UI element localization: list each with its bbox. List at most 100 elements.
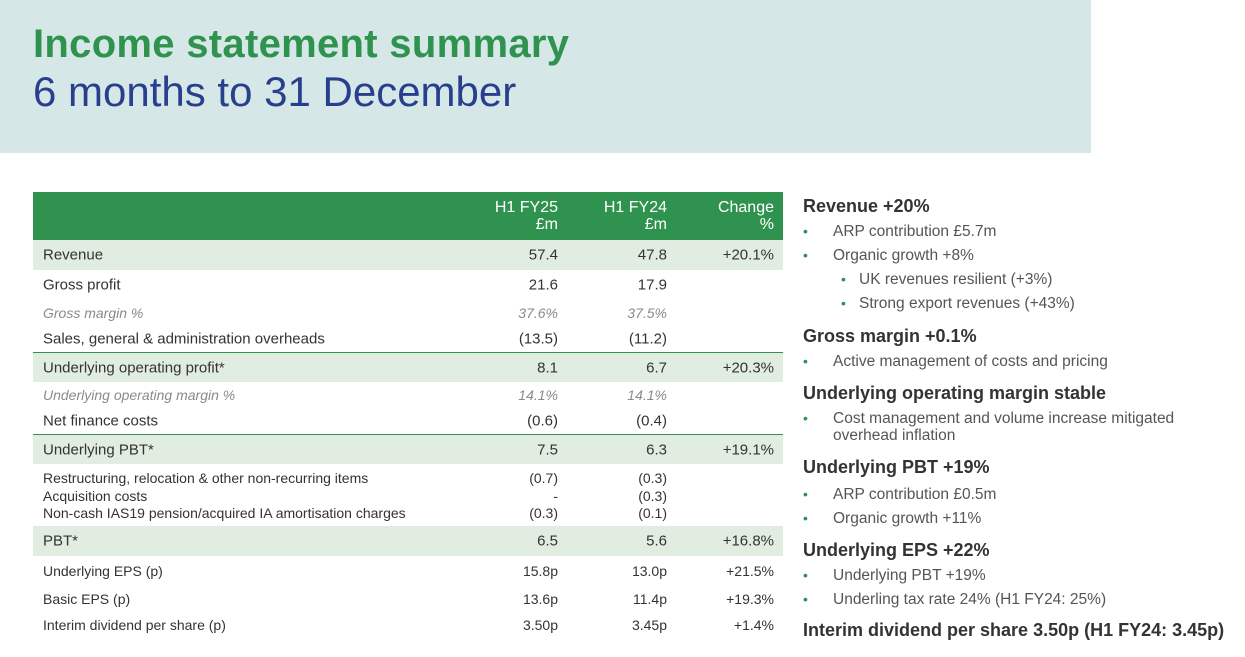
page-title: Income statement summary — [33, 22, 570, 66]
row-label: Underlying operating margin % — [43, 387, 236, 403]
column-header-line: H1 FY24 — [603, 199, 667, 216]
cell-h1-fy25: (0.3) — [529, 505, 558, 521]
cell-h1-fy24: 47.8 — [637, 246, 667, 264]
bullet-item: ARP contribution £0.5m — [803, 486, 1243, 503]
highlight-heading-revenue: Revenue +20% — [803, 196, 930, 216]
cell-h1-fy25: 7.5 — [537, 441, 558, 458]
row-label: Underlying operating profit* — [43, 359, 225, 376]
table-row-underlying-operating-profit: Underlying operating profit* 8.1 6.7 +20… — [33, 352, 783, 382]
cell-h1-fy25: 15.8p — [522, 563, 558, 579]
column-header-change: Change % — [718, 199, 774, 233]
cell-change: +21.5% — [726, 563, 774, 579]
sub-bullet-item: Strong export revenues (+43%) — [803, 295, 1243, 312]
highlight-heading-dividend: Interim dividend per share 3.50p (H1 FY2… — [803, 620, 1225, 640]
cell-change: +20.3% — [722, 359, 774, 376]
highlight-heading-operating-margin: Underlying operating margin stable — [803, 383, 1107, 403]
cell-h1-fy24: 14.1% — [627, 387, 667, 403]
highlight-list-revenue: ARP contribution £5.7m Organic growth +8… — [803, 223, 1243, 312]
row-label: Acquisition costs — [43, 487, 148, 504]
bullet-item: Active management of costs and pricing — [803, 353, 1243, 370]
cell-h1-fy25: 8.1 — [537, 359, 558, 376]
row-label: Non-cash IAS19 pension/acquired IA amort… — [43, 505, 406, 521]
cell-h1-fy25: 3.50p — [522, 617, 558, 633]
table-row-pbt: PBT* 6.5 5.6 +16.8% — [33, 526, 783, 556]
cell-change: +19.3% — [726, 591, 774, 607]
cell-h1-fy25: (0.6) — [527, 412, 558, 430]
table-row-net-finance-costs: Net finance costs (0.6) (0.4) — [33, 408, 783, 434]
cell-h1-fy24: (0.3) — [638, 470, 667, 486]
column-header-unit: £m — [644, 216, 667, 233]
row-label: Sales, general & administration overhead… — [43, 330, 325, 348]
cell-h1-fy24: 37.5% — [627, 305, 667, 321]
column-header-h1-fy25: H1 FY25 £m — [495, 199, 558, 233]
row-label: Revenue — [43, 246, 104, 264]
table-header: H1 FY25 £m H1 FY24 £m Change % — [33, 192, 783, 240]
non-recurring-h1-fy25: (0.7) - (0.3) — [529, 470, 558, 523]
bullet-item: Organic growth +11% — [803, 510, 1243, 527]
cell-h1-fy24: (0.1) — [638, 505, 667, 521]
cell-h1-fy24: (11.2) — [628, 330, 667, 348]
highlight-list-pbt: ARP contribution £0.5m Organic growth +1… — [803, 486, 1243, 527]
cell-h1-fy25: 21.6 — [528, 276, 558, 294]
table-row-underlying-eps: Underlying EPS (p) 15.8p 13.0p +21.5% — [33, 556, 783, 586]
cell-h1-fy24: 6.7 — [646, 359, 667, 376]
cell-h1-fy24: (0.3) — [638, 487, 667, 504]
table-row-interim-dividend: Interim dividend per share (p) 3.50p 3.4… — [33, 612, 783, 638]
cell-h1-fy25: - — [553, 487, 558, 504]
row-label: PBT* — [43, 532, 79, 550]
cell-h1-fy25: 13.6p — [522, 591, 558, 607]
cell-h1-fy25: (13.5) — [518, 330, 558, 348]
cell-h1-fy24: (0.4) — [636, 412, 667, 430]
cell-h1-fy24: 17.9 — [637, 276, 667, 294]
highlight-heading-gross-margin: Gross margin +0.1% — [803, 326, 977, 346]
bullet-item: Underling tax rate 24% (H1 FY24: 25%) — [803, 591, 1243, 608]
cell-h1-fy25: 14.1% — [518, 387, 558, 403]
column-header-line: Change — [717, 199, 774, 216]
row-label: Interim dividend per share (p) — [43, 617, 226, 633]
highlight-heading-eps: Underlying EPS +22% — [803, 540, 990, 560]
row-label: Gross margin % — [43, 305, 144, 321]
column-header-unit: % — [759, 216, 774, 233]
cell-h1-fy24: 3.45p — [631, 617, 667, 633]
page-subtitle: 6 months to 31 December — [33, 68, 517, 115]
bullet-item: Cost management and volume increase miti… — [803, 410, 1203, 444]
bullet-item: ARP contribution £5.7m — [803, 223, 1243, 240]
row-label: Underlying EPS (p) — [43, 563, 163, 579]
income-statement-table: H1 FY25 £m H1 FY24 £m Change % Revenue 5… — [33, 192, 783, 638]
table-row-non-recurring-items: Restructuring, relocation & other non-re… — [33, 464, 783, 526]
table-row-underlying-pbt: Underlying PBT* 7.5 6.3 +19.1% — [33, 434, 783, 464]
row-label: Restructuring, relocation & other non-re… — [43, 470, 369, 486]
non-recurring-labels: Restructuring, relocation & other non-re… — [43, 470, 406, 523]
bullet-item: Underlying PBT +19% — [803, 567, 1243, 584]
bullet-item: Organic growth +8% — [803, 247, 1243, 264]
cell-h1-fy24: 11.4p — [633, 591, 667, 607]
non-recurring-h1-fy24: (0.3) (0.3) (0.1) — [638, 470, 667, 523]
column-header-line: H1 FY25 — [494, 199, 558, 216]
row-label: Underlying PBT* — [43, 441, 154, 458]
row-label: Net finance costs — [43, 412, 159, 430]
cell-h1-fy25: 57.4 — [528, 246, 558, 264]
highlight-list-gross-margin: Active management of costs and pricing — [803, 353, 1243, 370]
cell-h1-fy25: (0.7) — [529, 470, 558, 486]
cell-h1-fy24: 13.0p — [631, 563, 667, 579]
table-row-gross-profit: Gross profit 21.6 17.9 — [33, 270, 783, 300]
title-banner: Income statement summary 6 months to 31 … — [0, 0, 1091, 153]
table-row-revenue: Revenue 57.4 47.8 +20.1% — [33, 240, 783, 270]
column-header-h1-fy24: H1 FY24 £m — [604, 199, 667, 233]
sub-bullet-item: UK revenues resilient (+3%) — [803, 271, 1243, 288]
highlight-list-eps: Underlying PBT +19% Underling tax rate 2… — [803, 567, 1243, 608]
cell-h1-fy25: 37.6% — [518, 305, 558, 321]
table-row-underlying-operating-margin: Underlying operating margin % 14.1% 14.1… — [33, 382, 783, 408]
table-row-sga-overheads: Sales, general & administration overhead… — [33, 326, 783, 352]
cell-change: +19.1% — [722, 441, 774, 458]
highlight-heading-pbt: Underlying PBT +19% — [803, 457, 990, 477]
cell-change: +20.1% — [722, 246, 774, 264]
row-label: Gross profit — [43, 276, 121, 294]
highlight-list-operating-margin: Cost management and volume increase miti… — [803, 410, 1243, 444]
column-header-unit: £m — [535, 216, 558, 233]
cell-h1-fy25: 6.5 — [537, 532, 558, 550]
cell-change: +1.4% — [733, 617, 774, 633]
cell-h1-fy24: 6.3 — [646, 441, 667, 458]
table-row-gross-margin: Gross margin % 37.6% 37.5% — [33, 300, 783, 326]
cell-change: +16.8% — [722, 532, 774, 550]
